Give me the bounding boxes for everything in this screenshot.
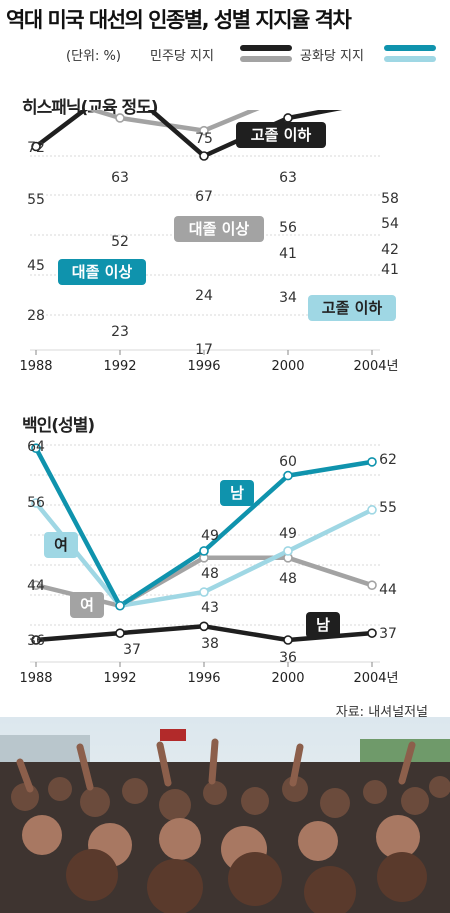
data-point [199,151,209,161]
series-tag [236,122,326,148]
data-label: 55 [379,500,397,516]
chart-hispanic: 1988 1992 1996 2000 2004년 72 52 75 63 58 55 63 67 56 5… [19,110,399,374]
series-tag [70,592,104,618]
data-point [115,600,125,611]
data-label: 52 [111,234,129,250]
x-tick-label: 2000 [271,671,304,686]
data-label: 56 [279,220,297,236]
legend-swatch-democrat-dark [240,45,292,51]
data-label: 23 [111,324,129,340]
data-label: 44 [27,578,45,594]
series-tag [308,295,396,321]
data-point [283,635,293,645]
series-tag-label: 남 [230,484,244,502]
data-label: 72 [27,140,45,156]
series-tag [44,532,78,558]
data-label: 37 [379,626,397,642]
data-label: 24 [195,288,213,304]
data-label: 62 [379,452,397,468]
data-label: 36 [279,650,297,666]
data-label: 45 [27,258,45,274]
data-label: 43 [201,600,219,616]
x-tick-label: 1996 [187,671,220,686]
data-label: 56 [27,495,45,511]
legend-swatch-republican-dark [384,45,436,51]
data-label: 36 [27,633,45,649]
data-point [115,628,125,638]
data-point [367,457,377,467]
data-point [283,546,293,556]
data-label: 58 [381,191,399,207]
data-point [199,621,209,632]
data-point [31,498,41,508]
x-tick-label: 2000 [271,359,304,374]
unit-label: (단위: %) [66,49,121,64]
data-label: 49 [201,528,219,544]
crowd-photo [0,717,450,913]
data-label: 54 [381,216,399,232]
data-label: 34 [279,290,297,306]
data-label: 41 [381,262,399,278]
chart-2-title: 백인(성별) [22,416,95,436]
data-label: 60 [279,454,297,470]
data-point [31,443,41,454]
series-tag-label: 남 [316,616,330,634]
x-tick-label: 2004년 [353,359,398,374]
data-label: 37 [123,642,141,658]
series-tag-label: 여 [54,536,68,554]
data-point [115,113,125,123]
data-label: 67 [195,189,213,205]
data-point [31,635,41,645]
data-point [367,505,377,515]
x-tick-label: 1988 [19,671,52,686]
data-label: 55 [27,192,45,208]
data-label: 48 [279,571,297,587]
data-label: 44 [379,582,397,598]
data-point [31,580,41,591]
data-label: 64 [27,439,45,455]
legend-label-republican: 공화당 지지 [300,49,364,64]
legend-swatch-democrat-light [240,56,292,62]
series-tag-label: 대졸 이상 [72,263,133,281]
data-point [283,470,293,481]
chart-title: 역대 미국 대선의 인종별, 성별 지지율 격차 [6,8,352,32]
chart-white: 1988 1992 1996 2000 2004년 36 37 38 36 37 44 48 48 44 6… [19,439,398,686]
data-point [199,125,209,136]
data-label: 49 [279,526,297,542]
series-tag [58,259,146,285]
data-label: 28 [27,308,45,324]
x-tick-label: 1992 [103,359,136,374]
crowd-photo-illustration [0,717,450,913]
x-tick-label: 1988 [19,359,52,374]
series-line [33,445,375,609]
series-tag-label: 대졸 이상 [189,220,250,238]
series-tag-label: 고졸 이하 [251,126,312,144]
data-point [31,141,41,152]
series-tag-label: 고졸 이하 [322,299,383,317]
data-point [367,580,377,591]
data-point [199,546,209,556]
data-point [199,587,209,597]
data-label: 38 [201,636,219,652]
legend-swatch-republican-light [384,56,436,62]
series-tag [306,612,340,638]
x-tick-label: 1992 [103,671,136,686]
legend-label-democrat: 민주당 지지 [150,49,214,64]
series-tag [174,216,264,242]
data-label: 41 [279,246,297,262]
data-label: 48 [201,566,219,582]
data-label: 63 [111,170,129,186]
x-tick-label: 1996 [187,359,220,374]
source-label: 자료: 내셔널저널 [335,705,428,720]
data-point [367,628,377,638]
data-label: 63 [279,170,297,186]
data-label: 42 [381,242,399,258]
data-label: 75 [195,131,213,147]
series-tag-label: 여 [80,596,94,614]
data-point [283,113,293,123]
x-tick-label: 2004년 [353,671,398,686]
chart-1-title: 히스패닉(교육 정도) [22,98,159,118]
series-tag [220,480,254,506]
data-label: 17 [195,342,213,358]
